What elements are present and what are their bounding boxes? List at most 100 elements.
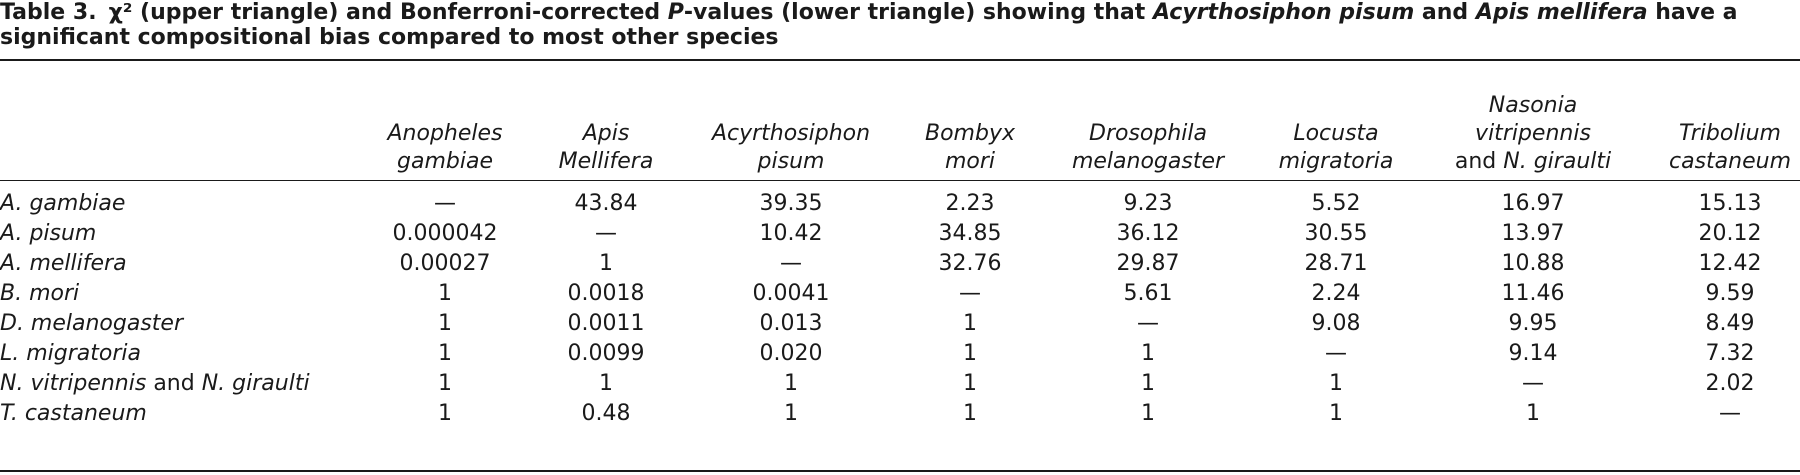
column-header-run: migratoria xyxy=(1278,149,1394,174)
table-cell: 9.59 xyxy=(1705,281,1755,306)
column-header-line: melanogaster xyxy=(1072,148,1224,176)
table-cell: — xyxy=(1522,371,1544,396)
table-cell: 10.42 xyxy=(759,221,823,246)
column-header-line: Apis xyxy=(559,120,654,148)
table-row: N. vitripennis and N. giraulti 1 1 1 1 1 1 — 2.0… xyxy=(0,369,1800,399)
table-cell: 9.14 xyxy=(1508,341,1558,366)
table-cell: — xyxy=(1325,341,1347,366)
column-header-line: Bombyx xyxy=(925,120,1015,148)
column-header-run: mori xyxy=(944,149,996,174)
table-cell: 1 xyxy=(963,341,977,366)
table-cell: 1 xyxy=(784,371,798,396)
row-label-run: T. castaneum xyxy=(0,401,147,426)
table-cell: 2.02 xyxy=(1705,371,1755,396)
row-label-run: A. mellifera xyxy=(0,251,127,276)
table-cell: 8.49 xyxy=(1705,311,1755,336)
column-header: Nasonia vitripennis and N. giraulti xyxy=(1455,92,1611,176)
row-label: T. castaneum xyxy=(0,399,147,429)
row-label-run: L. migratoria xyxy=(0,341,142,366)
column-header-run: melanogaster xyxy=(1071,149,1225,174)
table-cell: 0.48 xyxy=(581,401,631,426)
row-label-run: N. giraulti xyxy=(201,371,310,396)
column-header: Drosophila melanogaster xyxy=(1072,120,1224,176)
column-header-run: Bombyx xyxy=(925,121,1015,146)
table-cell: — xyxy=(595,221,617,246)
column-header: Apis Mellifera xyxy=(559,120,654,176)
column-header-run: castaneum xyxy=(1669,149,1791,174)
column-header-run: Drosophila xyxy=(1089,121,1207,146)
column-header-line: castaneum xyxy=(1669,148,1791,176)
table-cell: 2.24 xyxy=(1311,281,1361,306)
table-cell: 0.0099 xyxy=(567,341,645,366)
column-header-line: Anopheles xyxy=(387,120,502,148)
column-header-line: Nasonia xyxy=(1455,92,1611,120)
column-header: Locusta migratoria xyxy=(1279,120,1394,176)
table-cell: 43.84 xyxy=(574,191,638,216)
column-header-line: Tribolium xyxy=(1669,120,1791,148)
column-header-run: and xyxy=(1454,149,1504,174)
table-cell: 0.0011 xyxy=(567,311,645,336)
table-number: Table 3. xyxy=(0,0,97,25)
table-cell: 1 xyxy=(1141,341,1155,366)
table-cell: 1 xyxy=(438,281,452,306)
table-cell: 36.12 xyxy=(1116,221,1180,246)
table-caption: Table 3. χ² (upper triangle) and Bonferro… xyxy=(0,0,1800,50)
table-cell: 15.13 xyxy=(1698,191,1762,216)
table-cell: 1 xyxy=(1329,371,1343,396)
table-cell: 1 xyxy=(438,341,452,366)
column-header-line: mori xyxy=(925,148,1015,176)
table-cell: 1 xyxy=(1329,401,1343,426)
row-label: D. melanogaster xyxy=(0,309,183,339)
table-cell: 1 xyxy=(784,401,798,426)
caption-run: P xyxy=(667,0,684,25)
caption-run: -values (lower triangle) showing that xyxy=(683,0,1153,25)
table-cell: 32.76 xyxy=(938,251,1002,276)
top-rule xyxy=(0,59,1800,61)
table-cell: 9.08 xyxy=(1311,311,1361,336)
table-cell: 20.12 xyxy=(1698,221,1762,246)
table-cell: 1 xyxy=(438,311,452,336)
column-header: Tribolium castaneum xyxy=(1669,120,1791,176)
table-cell: — xyxy=(1719,401,1741,426)
table-row: A. gambiae — 43.84 39.35 2.23 9.23 5.52 16.97 15… xyxy=(0,189,1800,219)
column-header-run: Apis xyxy=(582,121,630,146)
column-header: Anopheles gambiae xyxy=(387,120,502,176)
table-cell: 1 xyxy=(1141,401,1155,426)
bottom-rule xyxy=(0,470,1800,472)
column-header-run: vitripennis xyxy=(1475,121,1591,146)
table-cell: 1 xyxy=(438,401,452,426)
row-label: N. vitripennis and N. giraulti xyxy=(0,369,310,399)
table-cell: 2.23 xyxy=(945,191,995,216)
row-label: A. pisum xyxy=(0,219,96,249)
row-label: B. mori xyxy=(0,279,79,309)
table-row: A. mellifera 0.00027 1 — 32.76 29.87 28.71 10.8… xyxy=(0,249,1800,279)
column-header: Bombyx mori xyxy=(925,120,1015,176)
column-header-run: gambiae xyxy=(397,149,493,174)
table-cell: 1 xyxy=(1141,371,1155,396)
table-cell: 0.013 xyxy=(759,311,823,336)
row-label-run: B. mori xyxy=(0,281,80,306)
column-header-line: pisum xyxy=(712,148,870,176)
table-cell: 16.97 xyxy=(1501,191,1565,216)
table-cell: 7.32 xyxy=(1705,341,1755,366)
caption-text: χ² (upper triangle) and Bonferroni-corre… xyxy=(0,0,1738,50)
column-header-run: pisum xyxy=(757,149,825,174)
table-cell: 5.61 xyxy=(1123,281,1173,306)
caption-run: have a significant compositional bias co… xyxy=(0,0,1738,50)
column-header-run: Acyrthosiphon xyxy=(711,121,871,146)
table-cell: 39.35 xyxy=(759,191,823,216)
row-label-run: A. gambiae xyxy=(0,191,126,216)
table-cell: 1 xyxy=(599,251,613,276)
table-cell: 28.71 xyxy=(1304,251,1368,276)
table-cell: — xyxy=(1137,311,1159,336)
column-header-line: gambiae xyxy=(387,148,502,176)
row-label: A. mellifera xyxy=(0,249,127,279)
row-label-run: N. vitripennis xyxy=(0,371,147,396)
column-header-line: Mellifera xyxy=(559,148,654,176)
column-header-line: Drosophila xyxy=(1072,120,1224,148)
table-cell: 0.00027 xyxy=(399,251,491,276)
table-cell: 1 xyxy=(963,401,977,426)
table-cell: 0.000042 xyxy=(392,221,498,246)
table-cell: 0.020 xyxy=(759,341,823,366)
table-cell: 9.23 xyxy=(1123,191,1173,216)
